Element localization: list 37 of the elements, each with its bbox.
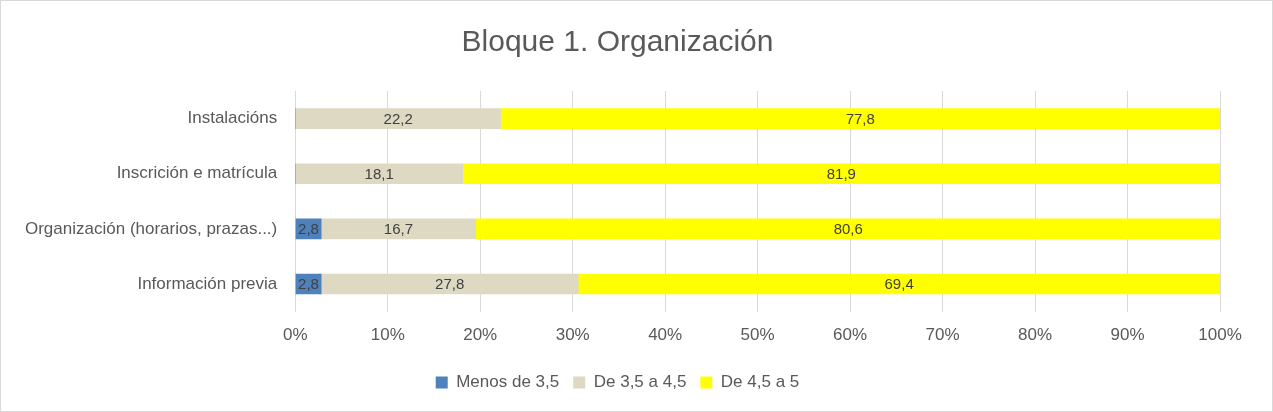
x-tick-label: 30% — [555, 325, 590, 345]
x-tick-label: 60% — [833, 325, 868, 345]
data-label: 69,4 — [884, 275, 914, 293]
data-label: 2,8 — [298, 220, 319, 238]
x-tick-label: 0% — [282, 325, 308, 345]
y-tick-label: Información previa — [137, 273, 278, 293]
bar — [475, 218, 1220, 240]
bar — [295, 163, 463, 185]
bar — [295, 108, 501, 129]
data-label: 22,2 — [383, 109, 413, 127]
legend-label: De 4,5 a 5 — [720, 372, 800, 392]
data-label: 27,8 — [435, 275, 465, 293]
x-tick-label: 100% — [1198, 325, 1242, 345]
x-tick-label: 10% — [370, 325, 405, 345]
y-tick-label: Inscrición e matrícula — [116, 163, 278, 183]
data-label: 18,1 — [364, 164, 394, 182]
legend-label: De 3,5 a 4,5 — [593, 372, 687, 392]
legend-label: Menos de 3,5 — [456, 372, 560, 392]
data-label: 80,6 — [833, 220, 863, 238]
x-tick-label: 90% — [1110, 325, 1145, 345]
data-label: 81,9 — [826, 164, 856, 182]
x-tick-label: 40% — [648, 325, 683, 345]
bar — [500, 108, 1220, 129]
y-tick-label: Instalacións — [187, 108, 278, 128]
bar — [320, 273, 579, 295]
bar — [577, 273, 1220, 295]
chart-title: Bloque 1. Organización — [461, 24, 774, 58]
x-tick-label: 70% — [925, 325, 960, 345]
x-tick-label: 50% — [740, 325, 775, 345]
bar — [462, 163, 1220, 185]
data-label: 2,8 — [298, 275, 319, 293]
x-tick-label: 20% — [463, 325, 498, 345]
x-tick-label: 80% — [1018, 325, 1053, 345]
data-label: 77,8 — [845, 109, 875, 127]
y-tick-label: Organización (horarios, prazas...) — [24, 218, 278, 238]
data-label: 16,7 — [383, 220, 413, 238]
bar — [320, 218, 476, 240]
